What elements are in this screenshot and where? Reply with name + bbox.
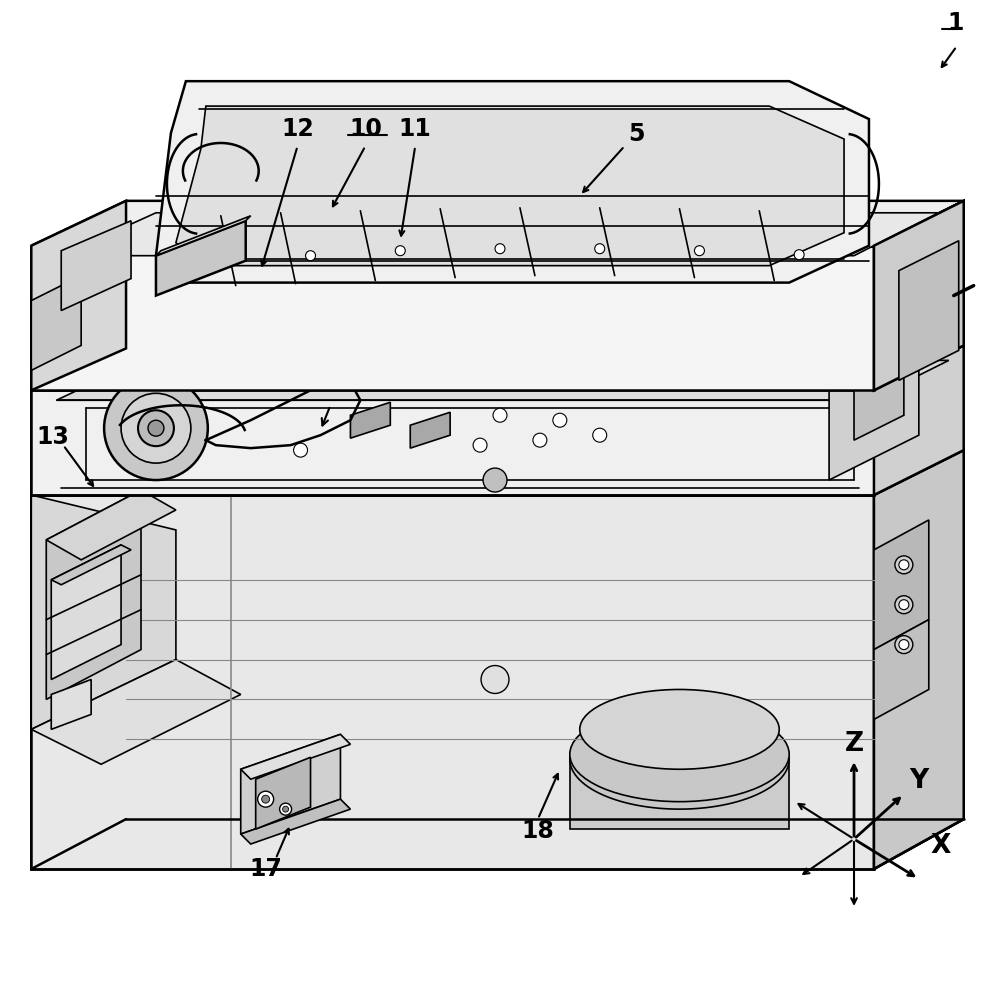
Polygon shape	[874, 345, 964, 495]
Circle shape	[794, 250, 804, 259]
Circle shape	[306, 250, 316, 260]
Text: X: X	[931, 833, 951, 859]
Circle shape	[395, 246, 405, 255]
Polygon shape	[874, 450, 964, 869]
Circle shape	[899, 640, 909, 650]
Polygon shape	[31, 495, 874, 869]
Polygon shape	[31, 348, 899, 495]
Polygon shape	[61, 221, 131, 310]
Text: 5: 5	[628, 122, 645, 146]
Circle shape	[595, 244, 605, 253]
Text: 10: 10	[349, 117, 382, 141]
Polygon shape	[241, 735, 350, 779]
Polygon shape	[241, 799, 350, 844]
Polygon shape	[570, 759, 789, 809]
Circle shape	[138, 410, 174, 446]
Circle shape	[121, 393, 191, 463]
Circle shape	[553, 413, 567, 427]
Text: 13: 13	[37, 425, 70, 449]
Circle shape	[294, 443, 308, 457]
Circle shape	[493, 408, 507, 422]
Circle shape	[262, 795, 270, 803]
Circle shape	[148, 420, 164, 436]
Polygon shape	[31, 201, 964, 246]
Circle shape	[473, 438, 487, 452]
Text: 1: 1	[948, 11, 964, 35]
Circle shape	[899, 600, 909, 610]
Polygon shape	[156, 81, 869, 282]
Polygon shape	[31, 495, 176, 730]
Polygon shape	[51, 680, 91, 730]
Polygon shape	[410, 412, 450, 448]
Text: 17: 17	[249, 857, 282, 881]
Polygon shape	[31, 275, 81, 370]
Circle shape	[895, 556, 913, 574]
Text: 12: 12	[281, 117, 314, 141]
Text: 11: 11	[399, 117, 432, 141]
Polygon shape	[570, 755, 789, 829]
Circle shape	[104, 376, 208, 480]
Polygon shape	[51, 545, 121, 680]
Polygon shape	[56, 360, 949, 400]
Circle shape	[593, 428, 607, 442]
Circle shape	[694, 246, 704, 255]
Polygon shape	[31, 450, 964, 495]
Polygon shape	[241, 735, 340, 834]
Polygon shape	[874, 201, 964, 390]
Circle shape	[283, 806, 289, 812]
Polygon shape	[874, 520, 929, 650]
Circle shape	[483, 468, 507, 492]
Polygon shape	[61, 213, 939, 255]
Polygon shape	[51, 545, 131, 585]
Text: Y: Y	[909, 768, 928, 794]
Polygon shape	[854, 355, 904, 440]
Circle shape	[481, 666, 509, 694]
Circle shape	[895, 636, 913, 654]
Circle shape	[258, 791, 274, 807]
Text: Z: Z	[845, 732, 864, 757]
Circle shape	[895, 596, 913, 614]
Circle shape	[899, 560, 909, 570]
Polygon shape	[31, 201, 126, 390]
Circle shape	[495, 244, 505, 253]
Polygon shape	[31, 390, 874, 495]
Polygon shape	[156, 216, 251, 255]
Polygon shape	[31, 345, 964, 390]
Polygon shape	[46, 490, 176, 560]
Polygon shape	[46, 490, 141, 700]
Text: 18: 18	[521, 819, 554, 843]
Polygon shape	[899, 241, 959, 380]
Circle shape	[280, 803, 292, 815]
Polygon shape	[874, 620, 929, 720]
Ellipse shape	[580, 690, 779, 769]
Polygon shape	[176, 106, 844, 265]
Polygon shape	[874, 450, 964, 869]
Polygon shape	[829, 305, 919, 480]
Polygon shape	[874, 201, 964, 390]
Polygon shape	[156, 221, 246, 295]
Circle shape	[533, 433, 547, 447]
Polygon shape	[31, 660, 241, 764]
Ellipse shape	[570, 707, 789, 801]
Polygon shape	[350, 402, 390, 438]
Polygon shape	[256, 757, 311, 829]
Polygon shape	[31, 246, 874, 390]
Polygon shape	[31, 450, 126, 869]
